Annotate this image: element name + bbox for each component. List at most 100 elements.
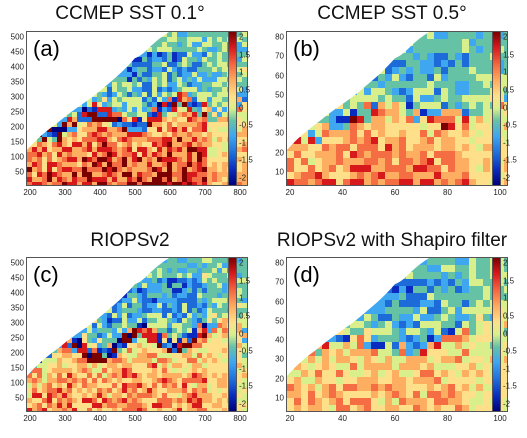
heatmap-cell [112, 132, 117, 137]
heatmap-cell [420, 67, 427, 74]
colorbar-tick-label: -0.5 [239, 346, 253, 356]
heatmap-cell [177, 117, 182, 122]
heatmap-cell [469, 342, 476, 349]
heatmap-cell [197, 102, 202, 107]
heatmap-cell [157, 348, 162, 353]
heatmap-cell [107, 323, 112, 328]
heatmap-cell [82, 152, 87, 157]
heatmap-cell [132, 87, 137, 92]
heatmap-cell [132, 97, 137, 102]
heatmap-cell [152, 147, 157, 152]
heatmap-cell [420, 356, 427, 363]
heatmap-cell [97, 323, 102, 328]
heatmap-cell [455, 307, 462, 314]
heatmap-cell [406, 151, 413, 158]
heatmap-cell [127, 368, 132, 373]
heatmap-cell [192, 263, 197, 268]
colorbar-tick-label: 2 [503, 258, 508, 268]
heatmap-cell [308, 398, 315, 405]
heatmap-cell [455, 130, 462, 137]
heatmap-cell [27, 172, 32, 177]
heatmap-cell [197, 67, 202, 72]
heatmap-cell [434, 95, 441, 102]
heatmap-cell [97, 373, 102, 378]
heatmap-cell [147, 97, 152, 102]
heatmap-cell [378, 300, 385, 307]
heatmap-cell [152, 97, 157, 102]
heatmap-cell [72, 137, 77, 142]
heatmap-cell [427, 293, 434, 300]
heatmap-panel-a: (a) [26, 31, 248, 186]
heatmap-cell [237, 132, 242, 137]
heatmap-cell [167, 363, 172, 368]
heatmap-cell [448, 342, 455, 349]
heatmap-cell [301, 405, 308, 411]
heatmap-cell [364, 349, 371, 356]
heatmap-cell [476, 384, 483, 391]
heatmap-cell [242, 338, 247, 343]
heatmap-cell [222, 298, 227, 303]
heatmap-cell [182, 132, 187, 137]
heatmap-cell [455, 46, 462, 53]
heatmap-cell [147, 288, 152, 293]
heatmap-cell [172, 47, 177, 52]
heatmap-cell [217, 67, 222, 72]
heatmap-cell [157, 142, 162, 147]
heatmap-cell [392, 363, 399, 370]
heatmap-cell [87, 328, 92, 333]
heatmap-cell [87, 398, 92, 403]
heatmap-cell [177, 32, 182, 37]
heatmap-cell [322, 370, 329, 377]
heatmap-cell [469, 81, 476, 88]
heatmap-cell [441, 172, 448, 179]
heatmap-cell [207, 333, 212, 338]
heatmap-cell [147, 112, 152, 117]
heatmap-cell [385, 81, 392, 88]
colorbar-tick-label: 1.5 [503, 276, 515, 286]
heatmap-cell [357, 314, 364, 321]
heatmap-cell [127, 92, 132, 97]
heatmap-cell [157, 393, 162, 398]
heatmap-cell [371, 356, 378, 363]
heatmap-cell [147, 177, 152, 182]
heatmap-cell [202, 318, 207, 323]
heatmap-cell [504, 151, 507, 158]
heatmap-cell [441, 95, 448, 102]
heatmap-cell [406, 286, 413, 293]
heatmap-cell [420, 137, 427, 144]
heatmap-cell [441, 88, 448, 95]
heatmap-cell [92, 172, 97, 177]
heatmap-cell [117, 388, 122, 393]
heatmap-cell [308, 130, 315, 137]
heatmap-cell [441, 300, 448, 307]
heatmap-cell [177, 373, 182, 378]
heatmap-cell [62, 373, 67, 378]
heatmap-cell [469, 293, 476, 300]
heatmap-cell [212, 298, 217, 303]
heatmap-cell [371, 109, 378, 116]
x-tick-label: 600 [163, 414, 177, 423]
heatmap-cell [112, 368, 117, 373]
heatmap-cell [364, 172, 371, 179]
heatmap-cell [202, 47, 207, 52]
heatmap-cell [27, 383, 32, 388]
heatmap-cell [207, 147, 212, 152]
heatmap-cell [207, 358, 212, 363]
heatmap-cell [112, 313, 117, 318]
heatmap-cell [122, 313, 127, 318]
heatmap-cell [57, 373, 62, 378]
heatmap-cell [217, 323, 222, 328]
heatmap-cell [182, 142, 187, 147]
heatmap-cell [162, 268, 167, 273]
heatmap-cell [82, 333, 87, 338]
heatmap-cell [504, 179, 507, 185]
heatmap-cell [52, 388, 57, 393]
heatmap-cell [167, 107, 172, 112]
heatmap-cell [399, 314, 406, 321]
heatmap-cell [112, 162, 117, 167]
heatmap-cell [392, 123, 399, 130]
heatmap-cell [77, 132, 82, 137]
heatmap-cell [308, 165, 315, 172]
heatmap-cell [132, 92, 137, 97]
heatmap-cell [217, 378, 222, 383]
